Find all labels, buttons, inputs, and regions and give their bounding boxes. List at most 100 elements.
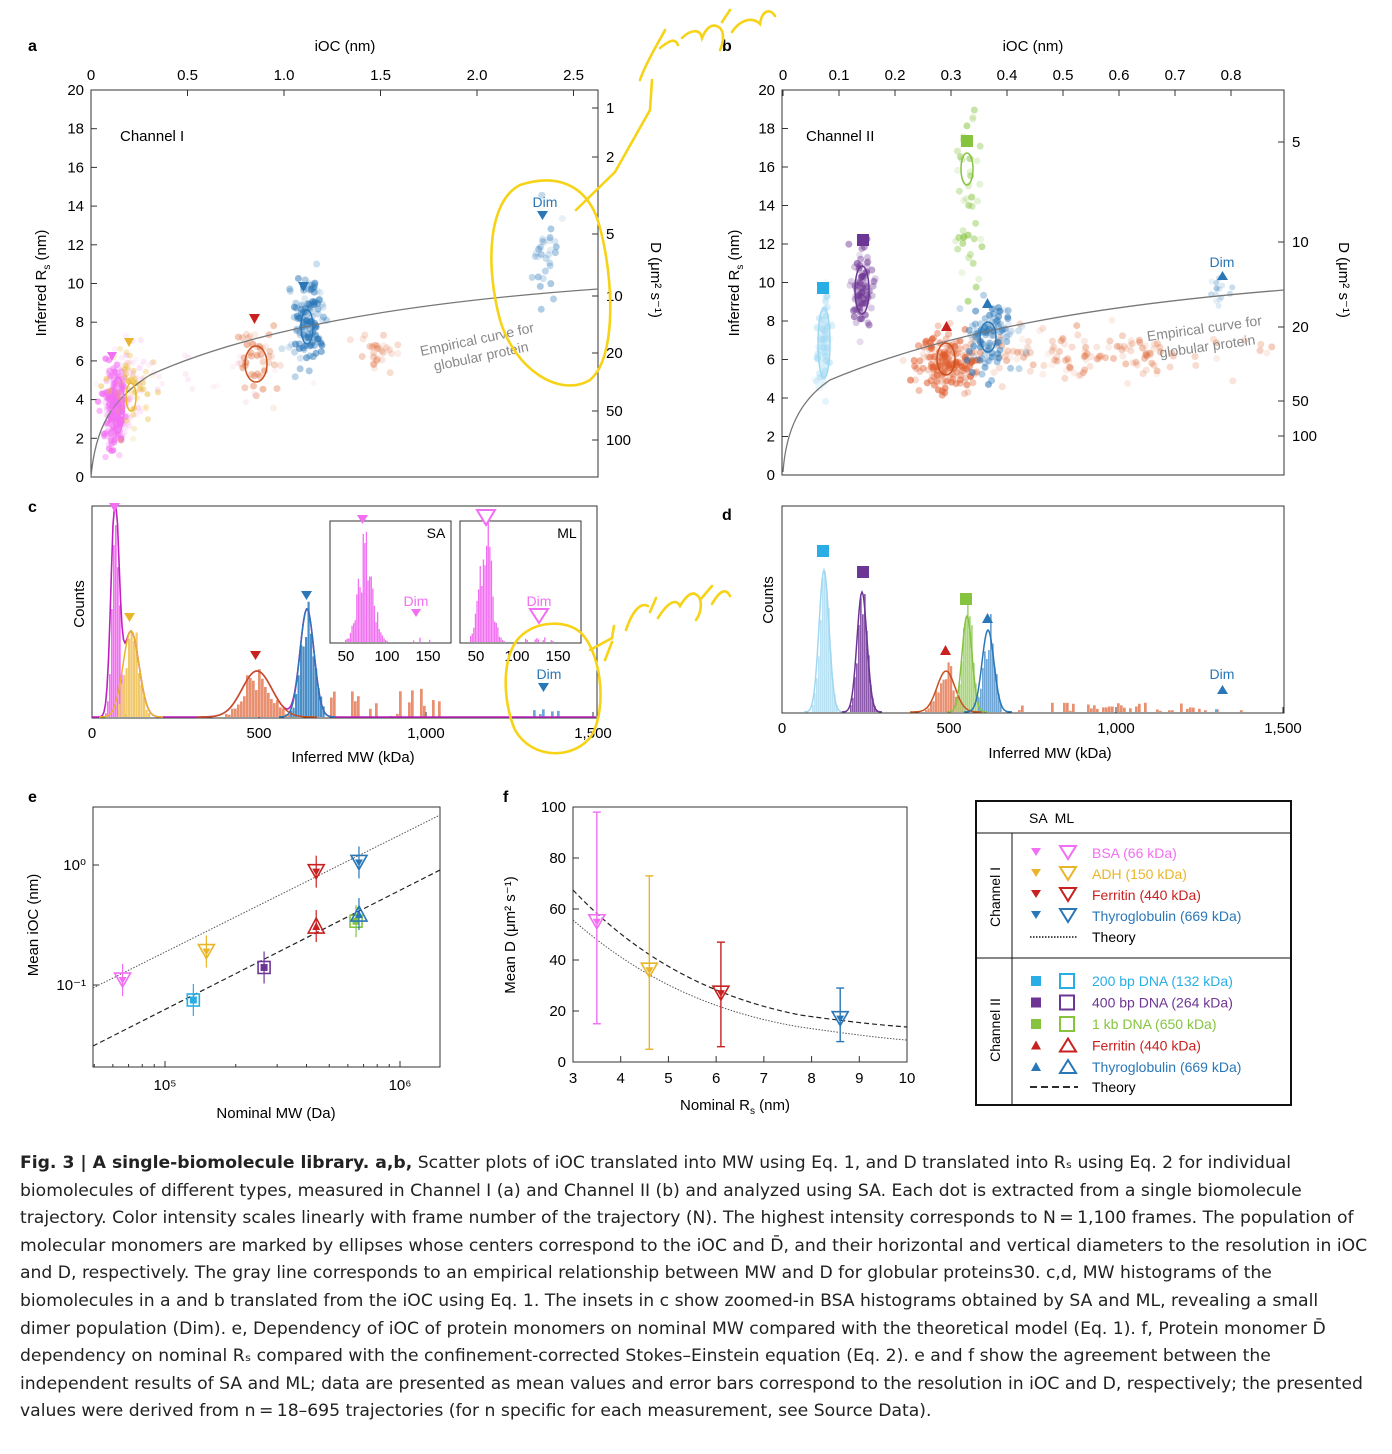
ferritin-bar — [432, 700, 435, 717]
panel-b-top-tick-label: 0 — [779, 67, 787, 84]
ferritin-bar — [1108, 706, 1111, 712]
background-dot — [184, 376, 191, 383]
thyro-dot — [971, 336, 979, 344]
ferritin-bar — [1192, 707, 1195, 712]
panel-f-x-tick-label: 4 — [617, 1070, 625, 1087]
bsa-dot — [111, 436, 118, 444]
dimer-dot — [1213, 279, 1220, 286]
ferritin-dot — [250, 382, 258, 390]
ferritin-dot — [1062, 366, 1070, 374]
panel-a-right-tick-label: 20 — [606, 345, 623, 362]
thyro-dot — [319, 303, 327, 311]
thyro-dot — [307, 285, 315, 293]
panel-a-left-tick-label: 6 — [76, 353, 84, 370]
inset-sa-bar — [349, 632, 352, 642]
adh-bar — [135, 632, 138, 717]
panel-f-y-tick-label: 80 — [549, 850, 566, 867]
dna1kb-dot — [976, 180, 984, 188]
ferritin-dot — [941, 359, 949, 367]
dimer-dot — [539, 275, 547, 283]
ferritin-dot — [1113, 342, 1121, 350]
sa-marker — [260, 963, 268, 971]
dna1kb-dot — [960, 233, 968, 241]
thyro-bar — [292, 707, 295, 717]
legend-item-label: Ferritin (440 kDa) — [1092, 1038, 1201, 1054]
bsa-dot — [123, 359, 130, 366]
dna400-dot — [868, 292, 876, 300]
ferritin-dot — [1066, 363, 1074, 371]
thyro-dot — [310, 301, 318, 309]
thyro-dot — [320, 313, 328, 321]
thyro-bar — [988, 650, 990, 712]
sa-marker — [189, 996, 197, 1004]
panel-a-left-tick-label: 12 — [67, 237, 84, 254]
inset-sa-bar — [359, 587, 361, 642]
adh-dot — [122, 371, 129, 378]
dna1kb-dot — [965, 201, 973, 209]
legend-ml-marker — [1058, 845, 1078, 861]
adh-dot — [131, 425, 138, 432]
dna400-dot — [871, 275, 879, 283]
bsa-dot — [106, 367, 113, 374]
ferritin-dot — [956, 370, 964, 378]
panel-e-theory-ch2 — [92, 869, 441, 1047]
panel-b-left-tick-label: 8 — [767, 313, 775, 330]
ferritin-dot — [380, 331, 388, 339]
ferritin-dot — [1061, 356, 1069, 364]
ferritin-dot — [924, 353, 932, 361]
dna1kb-bar — [963, 627, 965, 712]
panel-e-point — [257, 951, 271, 984]
sa-marker — [592, 918, 601, 926]
dimer-dot — [546, 246, 554, 254]
thyro-dot — [318, 300, 326, 308]
inset-sa-bar — [364, 543, 366, 642]
thyro-dot — [983, 343, 991, 351]
inset-ml-bar — [500, 637, 502, 642]
ferritin-dot — [971, 348, 979, 356]
dna1kb-dot — [966, 250, 974, 258]
bsa-dot — [105, 420, 113, 427]
dna200-dot — [822, 297, 830, 305]
panel-d-x-tick-label: 500 — [936, 720, 961, 737]
panel-b-left-tick-label: 18 — [758, 121, 775, 138]
ferritin-bar — [351, 691, 354, 717]
ferritin-dot — [259, 358, 267, 366]
panel-d-x-tick-label: 1,500 — [1264, 720, 1302, 737]
dna200-dot — [822, 397, 830, 405]
dna200-bar — [814, 693, 816, 712]
inset-sa-bar — [365, 531, 368, 642]
ferritin-bar — [261, 678, 264, 717]
panel-b-left-tick-label: 0 — [767, 467, 775, 484]
bsa-dot — [125, 419, 132, 426]
dimer-bar — [557, 710, 560, 717]
ferritin-dot — [1070, 369, 1078, 377]
thyro-dot — [291, 373, 299, 381]
background-dot — [234, 360, 241, 367]
ferritin-dot — [946, 371, 954, 379]
dna1kb-dot — [973, 157, 981, 165]
panel-e-frame — [92, 806, 441, 1068]
bsa-dot — [102, 453, 109, 461]
dimer-dot — [539, 235, 547, 243]
ferritin-bar — [950, 666, 953, 712]
bsa-dot — [130, 359, 137, 366]
panel-f-x-tick-label: 9 — [855, 1070, 863, 1087]
legend-ml-marker — [1059, 973, 1075, 989]
ferritin-dot — [954, 345, 962, 353]
ferritin-dot — [1051, 356, 1059, 364]
ferritin-dot — [358, 353, 366, 361]
thyro-dot — [976, 356, 984, 364]
thyro-dot — [980, 291, 988, 299]
inset-ml-dimer-bar — [537, 639, 540, 642]
ferritin-bar — [1156, 709, 1159, 712]
ferritin-bar — [369, 708, 372, 717]
dna400-dot — [846, 281, 854, 289]
ferritin-dot — [943, 360, 951, 368]
inset-sa-bar — [354, 620, 356, 642]
ferritin-dot — [386, 369, 394, 377]
thyro-dot — [969, 322, 977, 330]
ferritin-dot — [378, 356, 386, 364]
ferritin-dot — [998, 383, 1006, 391]
ferritin-bar — [952, 690, 955, 712]
dna200-bar — [824, 571, 826, 712]
